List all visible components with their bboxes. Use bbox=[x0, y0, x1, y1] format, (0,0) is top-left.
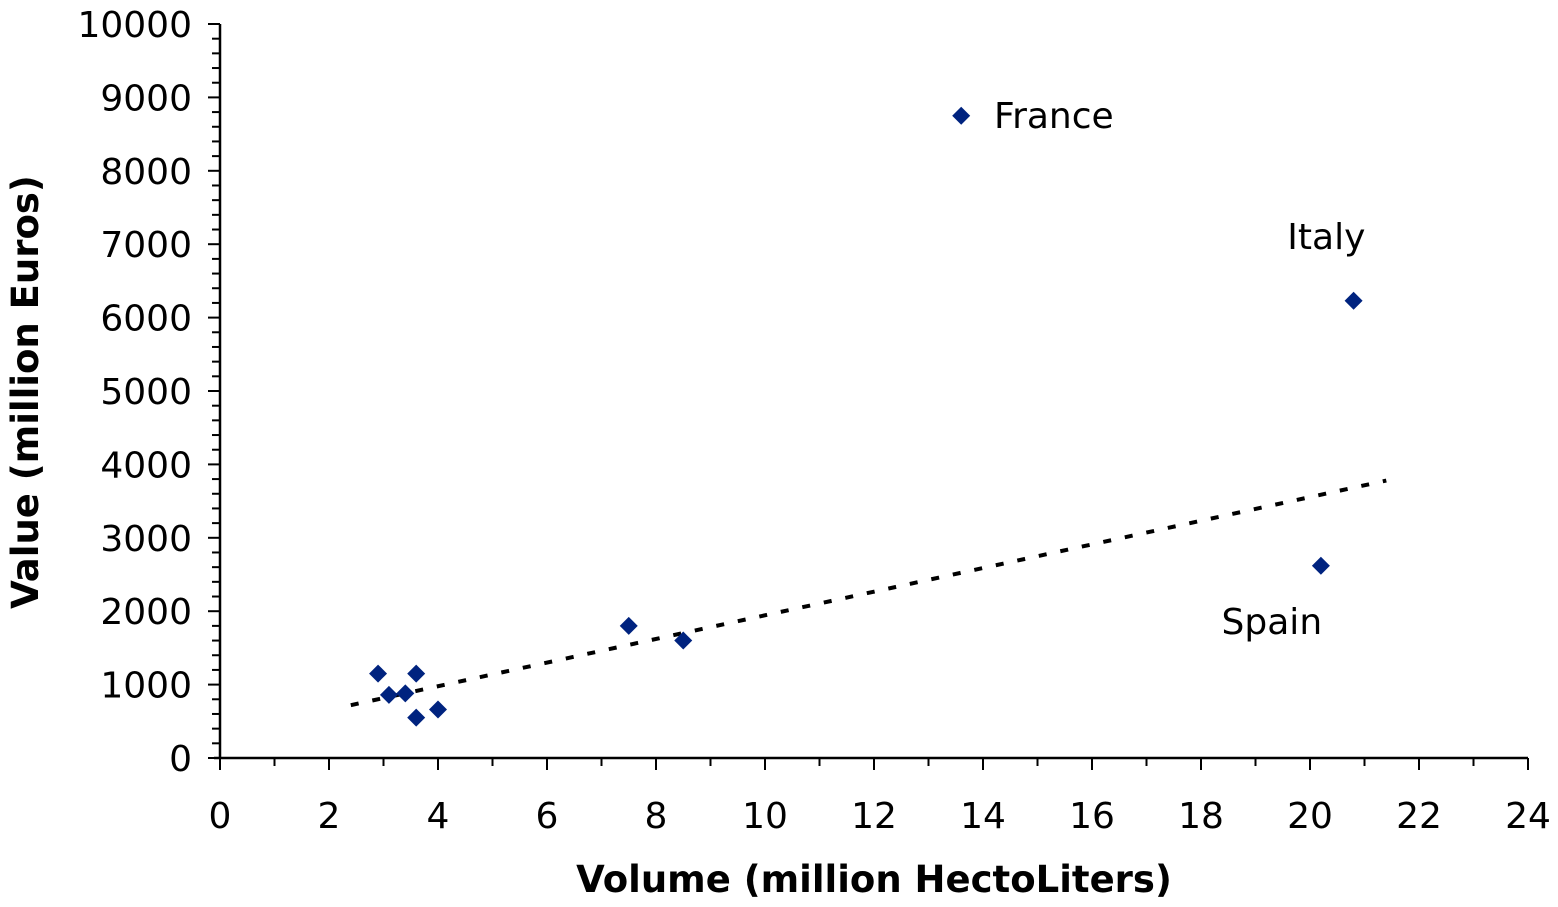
x-tick-label: 22 bbox=[1396, 796, 1442, 837]
x-tick-label: 18 bbox=[1178, 796, 1224, 837]
y-tick-label: 10000 bbox=[77, 5, 192, 46]
y-tick-label: 9000 bbox=[100, 78, 192, 119]
data-point-marker bbox=[369, 664, 388, 683]
y-axis-label: Value (million Euros) bbox=[4, 175, 47, 609]
y-tick-label: 1000 bbox=[100, 666, 192, 707]
data-points bbox=[369, 106, 1363, 727]
x-tick-label: 8 bbox=[645, 796, 668, 837]
y-tick-label: 4000 bbox=[100, 445, 192, 486]
data-point-marker bbox=[619, 616, 638, 635]
data-point-marker bbox=[407, 708, 426, 727]
x-tick-label: 16 bbox=[1069, 796, 1115, 837]
data-point-marker bbox=[952, 106, 971, 125]
data-point-marker bbox=[396, 684, 415, 703]
x-axis-label: Volume (million HectoLiters) bbox=[576, 858, 1172, 901]
y-tick-label: 3000 bbox=[100, 519, 192, 560]
y-tick-label: 7000 bbox=[100, 225, 192, 266]
x-tick-label: 14 bbox=[960, 796, 1006, 837]
trendline bbox=[350, 478, 1387, 708]
annotations: France Italy Spain bbox=[994, 96, 1365, 643]
annotation-label: Spain bbox=[1222, 602, 1323, 643]
annotation-label: France bbox=[994, 96, 1114, 137]
data-point-marker bbox=[407, 664, 426, 683]
x-tick-label: 6 bbox=[536, 796, 559, 837]
x-tick-label: 0 bbox=[209, 796, 232, 837]
x-tick-label: 4 bbox=[427, 796, 450, 837]
data-point-marker bbox=[674, 631, 693, 650]
data-point-marker bbox=[429, 700, 447, 719]
x-tick-label: 20 bbox=[1287, 796, 1333, 837]
y-tick-label: 2000 bbox=[100, 592, 192, 633]
data-point-marker bbox=[1311, 556, 1330, 575]
annotation-label: Italy bbox=[1287, 217, 1365, 258]
axes: 0100020003000400050006000700080009000100… bbox=[77, 5, 1550, 837]
data-point-marker bbox=[379, 685, 398, 704]
y-tick-label: 5000 bbox=[100, 372, 192, 413]
y-tick-label: 8000 bbox=[100, 152, 192, 193]
x-tick-label: 2 bbox=[318, 796, 341, 837]
x-tick-label: 10 bbox=[742, 796, 788, 837]
x-tick-label: 12 bbox=[851, 796, 897, 837]
data-point-marker bbox=[1344, 291, 1363, 310]
y-tick-label: 0 bbox=[169, 739, 192, 780]
y-tick-label: 6000 bbox=[100, 299, 192, 340]
x-tick-label: 24 bbox=[1505, 796, 1551, 837]
